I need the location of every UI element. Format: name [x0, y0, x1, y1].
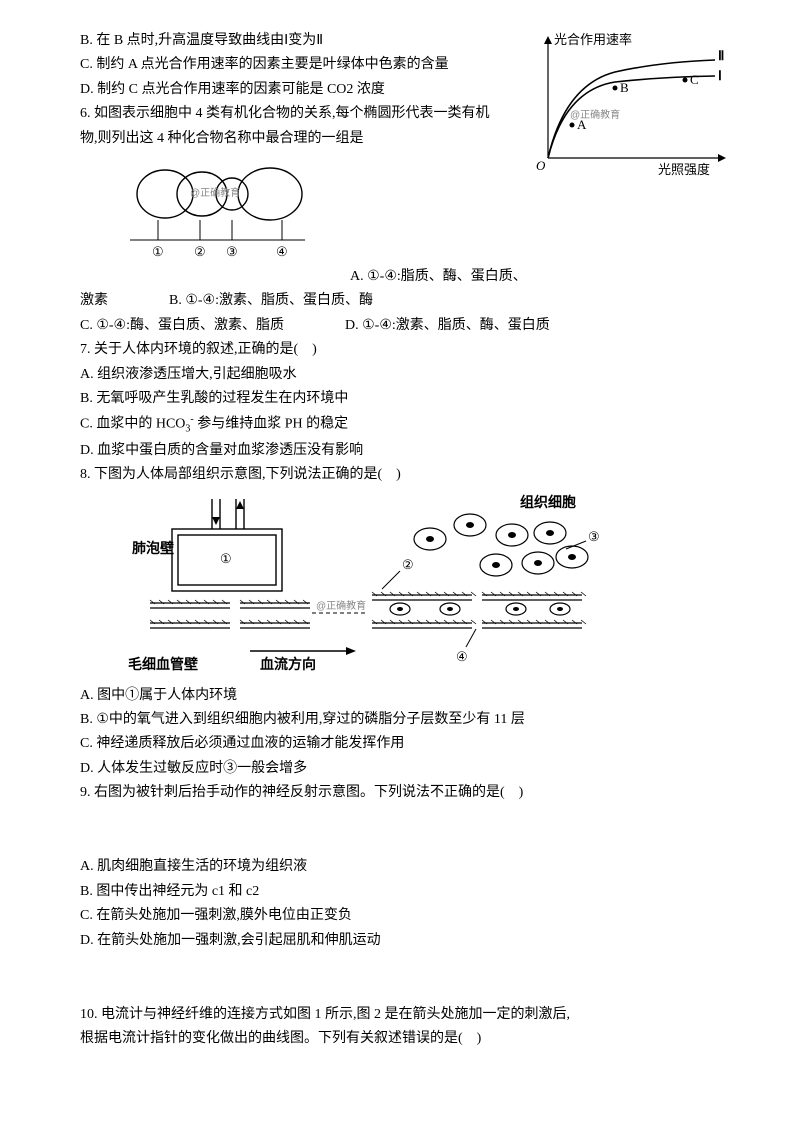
q9-figure-space [80, 806, 730, 856]
photosynthesis-chart: OⅠⅡABC光合作用速率光照强度@正确教育 [520, 30, 730, 180]
q9: 9. 右图为被针刺后抬手动作的神经反射示意图。下列说法不正确的是( ) [80, 782, 730, 804]
venn-diagram: @正确教育 ① ② ③ ④ [120, 152, 512, 264]
q8d: D. 人体发生过敏反应时③一般会增多 [80, 758, 730, 780]
q6-l1: 6. 如图表示细胞中 4 类有机化合物的关系,每个椭圆形代表一类有机 [80, 103, 512, 125]
svg-text:C: C [690, 72, 699, 87]
svg-text:B: B [620, 80, 629, 95]
opt-5c: C. 制约 A 点光合作用速率的因素主要是叶绿体中色素的含量 [80, 54, 512, 76]
q9b: B. 图中传出神经元为 c1 和 c2 [80, 881, 730, 903]
q7d: D. 血浆中蛋白质的含量对血浆渗透压没有影响 [80, 440, 730, 462]
q9a: A. 肌肉细胞直接生活的环境为组织液 [80, 856, 730, 878]
svg-text:Ⅱ: Ⅱ [718, 48, 724, 63]
q6-optA: A. ①‐④:脂质、酶、蛋白质、 [80, 266, 730, 288]
q9c: C. 在箭头处施加一强刺激,膜外电位由正变负 [80, 905, 730, 927]
q7a: A. 组织液渗透压增大,引起细胞吸水 [80, 364, 730, 386]
q6-optB: B. ①‐④:激素、脂质、蛋白质、酶 [169, 293, 373, 308]
svg-text:Ⅰ: Ⅰ [718, 68, 722, 83]
svg-text:④: ④ [276, 244, 288, 259]
q8a: A. 图中①属于人体内环境 [80, 685, 730, 707]
q6-optC: C. ①‐④:酶、蛋白质、激素、脂质 [80, 318, 284, 333]
q7c: C. 血浆中的 HCO3- 参与维持血浆 PH 的稳定 [80, 412, 730, 437]
svg-text:②: ② [402, 557, 414, 572]
svg-text:①: ① [152, 244, 164, 259]
q10b: 根据电流计指针的变化做出的曲线图。下列有关叙述错误的是( ) [80, 1028, 730, 1050]
svg-text:O: O [536, 158, 546, 173]
svg-text:①: ① [220, 551, 232, 566]
svg-text:毛细血管壁: 毛细血管壁 [128, 656, 198, 673]
svg-text:@正确教育: @正确教育 [570, 108, 620, 121]
q7: 7. 关于人体内环境的叙述,正确的是( ) [80, 339, 730, 361]
top-section: B. 在 B 点时,升高温度导致曲线由Ⅰ变为Ⅱ C. 制约 A 点光合作用速率的… [80, 30, 730, 266]
svg-text:血流方向: 血流方向 [260, 656, 316, 673]
q10a: 10. 电流计与神经纤维的连接方式如图 1 所示,图 2 是在箭头处施加一定的刺… [80, 1004, 730, 1026]
svg-text:@正确教育: @正确教育 [316, 599, 366, 612]
svg-text:@正确教育: @正确教育 [190, 186, 240, 199]
tissue-diagram: ① 肺泡壁毛细血管壁 血流方向 @正确教育 ② ④ 组织细胞 ③ [120, 491, 730, 681]
q6-optA2: 激素 [80, 293, 108, 308]
svg-text:④: ④ [456, 649, 468, 664]
q6-l2: 物,则列出这 4 种化合物名称中最合理的一组是 [80, 128, 512, 150]
q8c: C. 神经递质释放后必须通过血液的运输才能发挥作用 [80, 733, 730, 755]
q9d: D. 在箭头处施加一强刺激,会引起屈肌和伸肌运动 [80, 930, 730, 952]
svg-text:组织细胞: 组织细胞 [520, 494, 576, 511]
svg-text:③: ③ [226, 244, 238, 259]
left-text-col: B. 在 B 点时,升高温度导致曲线由Ⅰ变为Ⅱ C. 制约 A 点光合作用速率的… [80, 30, 512, 266]
q8: 8. 下图为人体局部组织示意图,下列说法正确的是( ) [80, 464, 730, 486]
q7c-pre: C. 血浆中的 HCO [80, 417, 185, 432]
opt-5b: B. 在 B 点时,升高温度导致曲线由Ⅰ变为Ⅱ [80, 30, 512, 52]
q6-optD: D. ①‐④:激素、脂质、酶、蛋白质 [345, 318, 550, 333]
svg-text:②: ② [194, 244, 206, 259]
q6-optC-D: C. ①‐④:酶、蛋白质、激素、脂质 D. ①‐④:激素、脂质、酶、蛋白质 [80, 315, 730, 337]
svg-text:光照强度: 光照强度 [658, 162, 710, 177]
svg-text:光合作用速率: 光合作用速率 [554, 32, 632, 47]
q7c-post: 参与维持血浆 PH 的稳定 [194, 417, 348, 432]
q7b: B. 无氧呼吸产生乳酸的过程发生在内环境中 [80, 388, 730, 410]
svg-text:肺泡壁: 肺泡壁 [132, 540, 174, 557]
q6-optA2-B: 激素 B. ①‐④:激素、脂质、蛋白质、酶 [80, 290, 730, 312]
opt-5d: D. 制约 C 点光合作用速率的因素可能是 CO2 浓度 [80, 79, 512, 101]
gap [80, 954, 730, 1004]
svg-text:③: ③ [588, 529, 600, 544]
q8b: B. ①中的氧气进入到组织细胞内被利用,穿过的磷脂分子层数至少有 11 层 [80, 709, 730, 731]
